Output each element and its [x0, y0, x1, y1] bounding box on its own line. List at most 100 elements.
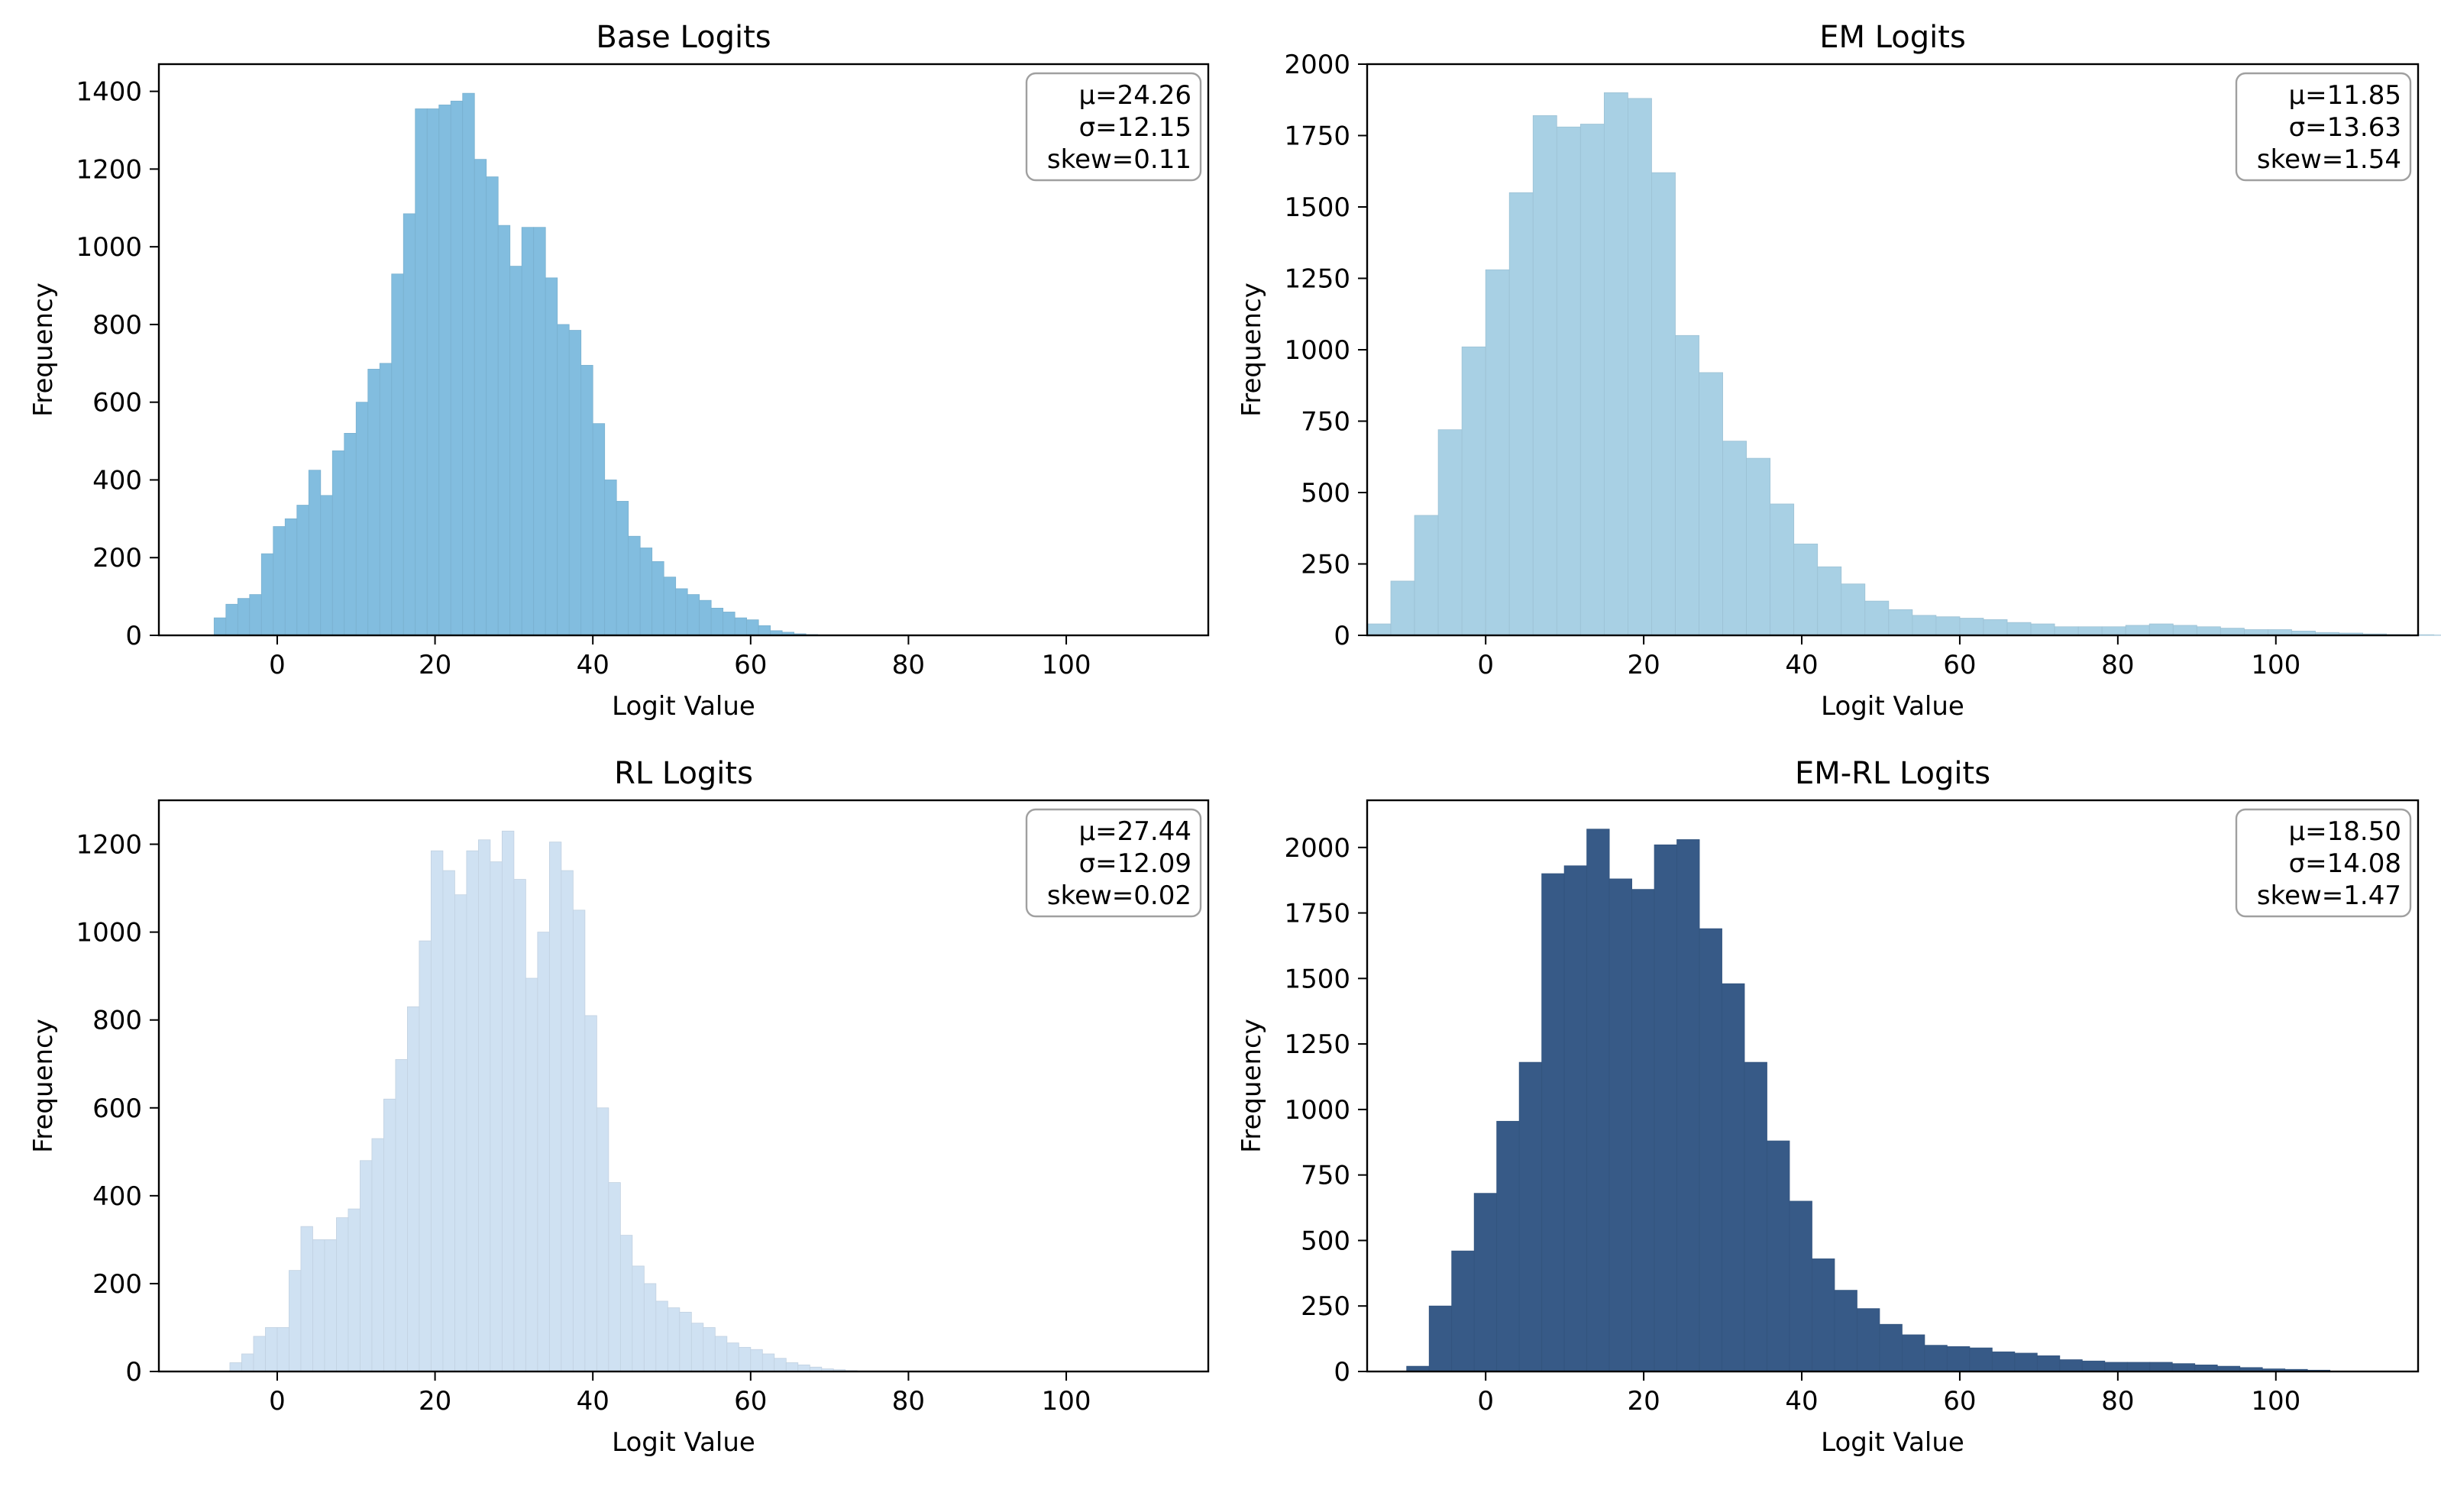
histogram-bar — [1563, 865, 1588, 1372]
histogram-bar — [1817, 566, 1842, 636]
histogram-bar — [774, 1358, 787, 1372]
histogram-bar — [1789, 1200, 1812, 1372]
histogram-bar — [403, 213, 416, 636]
histogram-bar — [1451, 1250, 1475, 1372]
histogram-bar — [2149, 1362, 2173, 1372]
x-axis-label: Logit Value — [612, 1427, 755, 1458]
histogram-bar — [1888, 609, 1913, 636]
histogram-bar — [1675, 334, 1699, 636]
histogram-bar — [537, 932, 550, 1372]
histogram-bar — [213, 617, 227, 636]
histogram-bar — [474, 159, 487, 636]
histogram-bar — [2220, 628, 2245, 636]
histogram-bar — [675, 588, 688, 636]
x-tick-label: 0 — [1477, 1386, 1494, 1417]
histogram-bar — [2125, 625, 2150, 636]
stats-line: μ=24.26 — [1079, 80, 1191, 111]
histogram-bar — [1924, 1345, 1948, 1372]
histogram-bars — [1406, 829, 2331, 1372]
histogram-bar — [632, 1265, 645, 1372]
histogram-bar — [300, 1226, 313, 1372]
histogram-bar — [639, 548, 653, 636]
y-tick-label: 200 — [92, 1269, 142, 1300]
histogram-bar — [2006, 622, 2032, 636]
histogram-bar — [249, 594, 262, 636]
histogram-bar — [643, 1283, 657, 1372]
axes-frame — [157, 63, 1210, 637]
x-tick-label: 80 — [2101, 650, 2134, 680]
histogram-bar — [1699, 928, 1722, 1372]
histogram-bar — [797, 1364, 810, 1372]
histogram-bar — [407, 1006, 420, 1372]
histogram-bar — [758, 625, 771, 636]
y-tick-label: 750 — [1301, 407, 1350, 438]
x-tick-label: 100 — [1042, 650, 1091, 680]
histogram-bar — [1485, 269, 1510, 636]
axes-frame — [157, 799, 1210, 1373]
stats-line: skew=0.11 — [1047, 144, 1191, 175]
histogram-bar — [1676, 839, 1700, 1372]
histogram-bar — [331, 450, 345, 636]
stats-line: skew=1.54 — [2257, 144, 2401, 175]
histogram-bar — [1841, 583, 1866, 636]
histogram-bar — [1414, 515, 1439, 636]
x-tick-label: 40 — [1785, 650, 1818, 680]
histogram-bar — [1608, 878, 1632, 1372]
histogram-bar — [1508, 192, 1534, 636]
subplot-4: 0 20 40 60 80 1000250500750100012501500175020… — [1237, 756, 2420, 1458]
histogram-bar — [628, 535, 641, 636]
y-tick-label: 0 — [1334, 1357, 1350, 1388]
histogram-bar — [2196, 626, 2221, 636]
y-tick-label: 500 — [1301, 478, 1350, 509]
histogram-bar — [260, 553, 274, 636]
subplot-title: Base Logits — [596, 20, 771, 55]
y-tick-label: 1750 — [1284, 121, 1350, 152]
histogram-bar — [320, 495, 333, 636]
stats-line: skew=1.47 — [2257, 880, 2401, 911]
histogram-bar — [734, 617, 748, 636]
histogram-bar — [513, 879, 526, 1372]
histogram-bar — [785, 1362, 799, 1372]
histogram-bar — [1366, 623, 1392, 636]
histogram-bar — [391, 273, 404, 636]
histogram-bar — [1793, 543, 1819, 636]
subplot-title: RL Logits — [614, 756, 753, 791]
x-tick-label: 40 — [577, 650, 609, 680]
histogram-bar — [592, 423, 606, 636]
histogram-bar — [572, 909, 586, 1372]
histogram-bar — [415, 108, 428, 636]
histogram-bar — [2014, 1352, 2038, 1372]
histogram-bar — [360, 1160, 373, 1372]
histogram-bar — [548, 842, 562, 1372]
histogram-bar — [596, 1107, 609, 1372]
histogram-bar — [2104, 1362, 2128, 1372]
histogram-bar — [561, 870, 574, 1372]
x-tick-label: 60 — [734, 1386, 767, 1417]
y-tick-label: 1200 — [76, 830, 142, 861]
histogram-bar — [1935, 616, 1961, 636]
histogram-bar — [1969, 1347, 1993, 1372]
histogram-bar — [667, 1307, 681, 1372]
y-tick-label: 600 — [92, 1094, 142, 1124]
histogram-bar — [616, 501, 629, 636]
histogram-bar — [225, 603, 238, 636]
histogram-bar — [545, 277, 558, 636]
histogram-bar — [1473, 1193, 1498, 1372]
x-tick-label: 20 — [1627, 1386, 1660, 1417]
subplot-title: EM-RL Logits — [1795, 756, 1990, 791]
y-tick-label: 400 — [92, 1181, 142, 1212]
histogram-bar — [454, 894, 467, 1372]
histogram-bar — [2030, 623, 2055, 636]
histogram-bar — [557, 324, 570, 636]
histogram-bar — [289, 1270, 302, 1372]
histogram-bar — [1746, 457, 1771, 636]
histogram-bar — [1983, 619, 2008, 636]
histogram-bar — [497, 225, 511, 636]
histogram-bar — [2081, 1360, 2106, 1372]
histogram-bar — [568, 330, 582, 636]
y-tick-label: 1000 — [1284, 335, 1350, 366]
histogram-bar — [619, 1235, 633, 1372]
y-axis-label: Frequency — [28, 283, 59, 417]
